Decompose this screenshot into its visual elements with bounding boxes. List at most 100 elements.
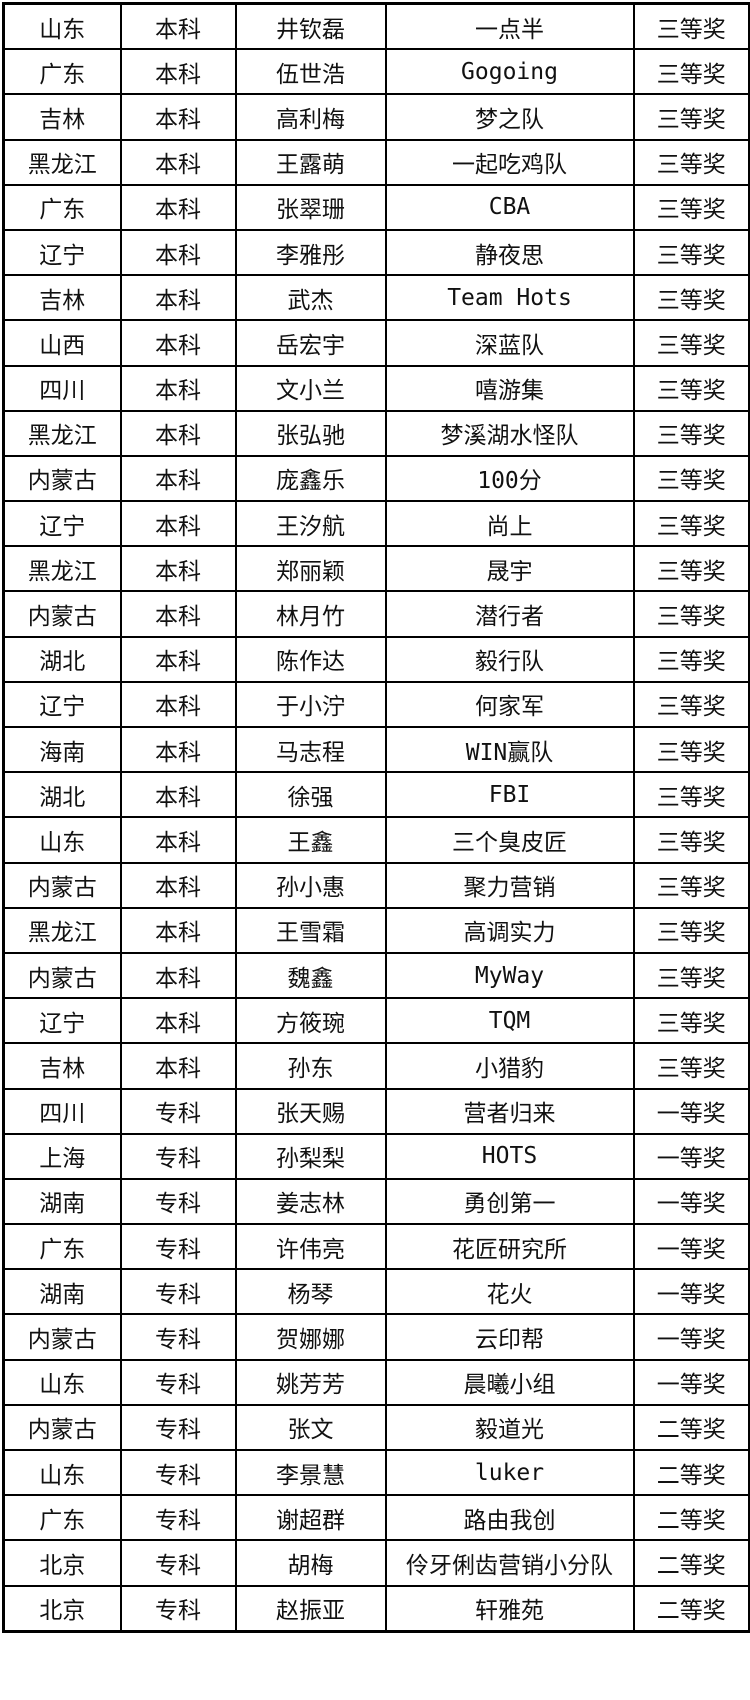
award-cell: 三等奖 — [632, 183, 750, 231]
award-cell: 三等奖 — [632, 997, 750, 1045]
team-cell: 潜行者 — [384, 590, 635, 638]
award-cell: 一等奖 — [632, 1313, 750, 1361]
province-cell: 湖南 — [2, 1177, 122, 1226]
award-cell: 二等奖 — [632, 1403, 750, 1452]
province-cell: 黑龙江 — [2, 906, 122, 954]
team-cell: 梦之队 — [384, 93, 635, 141]
table-row: 北京 专科 胡梅 伶牙俐齿营销小分队 二等奖 — [2, 1539, 750, 1587]
team-cell: 晨曦小组 — [384, 1358, 635, 1406]
table-row: 内蒙古 本科 孙小惠 聚力营销 三等奖 — [2, 861, 750, 909]
table-row: 山西 本科 岳宏宇 深蓝队 三等奖 — [2, 319, 750, 367]
name-cell: 谢超群 — [234, 1494, 387, 1542]
team-cell: 100分 — [384, 454, 635, 503]
team-cell: 一点半 — [384, 2, 635, 51]
team-cell: 梦溪湖水怪队 — [384, 409, 635, 457]
table-row: 山东 本科 井钦磊 一点半 三等奖 — [2, 2, 750, 51]
team-cell: 尚上 — [384, 500, 635, 548]
province-cell: 山东 — [2, 1358, 122, 1406]
team-cell: Gogoing — [384, 48, 635, 96]
table-row: 吉林 本科 高利梅 梦之队 三等奖 — [2, 93, 750, 141]
table-row: 湖南 专科 杨琴 花火 一等奖 — [2, 1268, 750, 1316]
table-row: 海南 本科 马志程 WIN赢队 三等奖 — [2, 725, 750, 774]
name-cell: 方筱琬 — [234, 997, 387, 1045]
award-cell: 三等奖 — [632, 635, 750, 683]
table-row: 黑龙江 本科 王雪霜 高调实力 三等奖 — [2, 906, 750, 954]
team-cell: 勇创第一 — [384, 1177, 635, 1226]
level-cell: 专科 — [119, 1403, 237, 1452]
name-cell: 王鑫 — [234, 816, 387, 864]
level-cell: 本科 — [119, 680, 237, 729]
name-cell: 井钦磊 — [234, 2, 387, 51]
team-cell: 毅道光 — [384, 1403, 635, 1452]
name-cell: 林月竹 — [234, 590, 387, 638]
name-cell: 张弘驰 — [234, 409, 387, 457]
province-cell: 山东 — [2, 816, 122, 864]
province-cell: 山东 — [2, 1448, 122, 1497]
table-row: 上海 专科 孙梨梨 HOTS 一等奖 — [2, 1132, 750, 1180]
name-cell: 许伟亮 — [234, 1223, 387, 1271]
team-cell: CBA — [384, 183, 635, 231]
table-row: 山东 本科 王鑫 三个臭皮匠 三等奖 — [2, 816, 750, 864]
level-cell: 本科 — [119, 951, 237, 1000]
table-row: 黑龙江 本科 张弘驰 梦溪湖水怪队 三等奖 — [2, 409, 750, 457]
level-cell: 本科 — [119, 2, 237, 51]
table-row: 四川 专科 张天赐 营者归来 一等奖 — [2, 1087, 750, 1135]
award-cell: 三等奖 — [632, 364, 750, 412]
name-cell: 贺娜娜 — [234, 1313, 387, 1361]
name-cell: 魏鑫 — [234, 951, 387, 1000]
level-cell: 本科 — [119, 500, 237, 548]
province-cell: 广东 — [2, 48, 122, 96]
award-cell: 三等奖 — [632, 319, 750, 367]
award-cell: 一等奖 — [632, 1358, 750, 1406]
province-cell: 黑龙江 — [2, 138, 122, 186]
name-cell: 孙小惠 — [234, 861, 387, 909]
province-cell: 四川 — [2, 1087, 122, 1135]
table-row: 广东 本科 伍世浩 Gogoing 三等奖 — [2, 48, 750, 96]
level-cell: 本科 — [119, 274, 237, 322]
team-cell: 深蓝队 — [384, 319, 635, 367]
award-cell: 三等奖 — [632, 454, 750, 503]
table-row: 广东 本科 张翠珊 CBA 三等奖 — [2, 183, 750, 231]
team-cell: 花匠研究所 — [384, 1223, 635, 1271]
team-cell: WIN赢队 — [384, 725, 635, 774]
level-cell: 本科 — [119, 861, 237, 909]
province-cell: 内蒙古 — [2, 951, 122, 1000]
province-cell: 辽宁 — [2, 997, 122, 1045]
level-cell: 本科 — [119, 183, 237, 231]
level-cell: 本科 — [119, 93, 237, 141]
table-row: 内蒙古 本科 魏鑫 MyWay 三等奖 — [2, 951, 750, 1000]
level-cell: 本科 — [119, 771, 237, 819]
award-cell: 三等奖 — [632, 771, 750, 819]
team-cell: 高调实力 — [384, 906, 635, 954]
province-cell: 内蒙古 — [2, 1313, 122, 1361]
province-cell: 内蒙古 — [2, 1403, 122, 1452]
award-cell: 三等奖 — [632, 951, 750, 1000]
team-cell: 轩雅苑 — [384, 1584, 635, 1633]
province-cell: 内蒙古 — [2, 454, 122, 503]
name-cell: 李景慧 — [234, 1448, 387, 1497]
table-row: 黑龙江 本科 郑丽颖 晟宇 三等奖 — [2, 545, 750, 593]
name-cell: 马志程 — [234, 725, 387, 774]
name-cell: 文小兰 — [234, 364, 387, 412]
name-cell: 于小泞 — [234, 680, 387, 729]
table-row: 山东 专科 李景慧 luker 二等奖 — [2, 1448, 750, 1497]
province-cell: 湖南 — [2, 1268, 122, 1316]
province-cell: 内蒙古 — [2, 590, 122, 638]
name-cell: 胡梅 — [234, 1539, 387, 1587]
table-row: 吉林 本科 孙东 小猎豹 三等奖 — [2, 1042, 750, 1090]
province-cell: 上海 — [2, 1132, 122, 1180]
team-cell: TQM — [384, 997, 635, 1045]
name-cell: 陈作达 — [234, 635, 387, 683]
level-cell: 本科 — [119, 590, 237, 638]
award-cell: 三等奖 — [632, 2, 750, 51]
province-cell: 北京 — [2, 1584, 122, 1633]
award-cell: 三等奖 — [632, 906, 750, 954]
team-cell: 一起吃鸡队 — [384, 138, 635, 186]
team-cell: 晟宇 — [384, 545, 635, 593]
name-cell: 张天赐 — [234, 1087, 387, 1135]
province-cell: 四川 — [2, 364, 122, 412]
award-cell: 三等奖 — [632, 409, 750, 457]
province-cell: 广东 — [2, 1494, 122, 1542]
name-cell: 王雪霜 — [234, 906, 387, 954]
province-cell: 湖北 — [2, 635, 122, 683]
